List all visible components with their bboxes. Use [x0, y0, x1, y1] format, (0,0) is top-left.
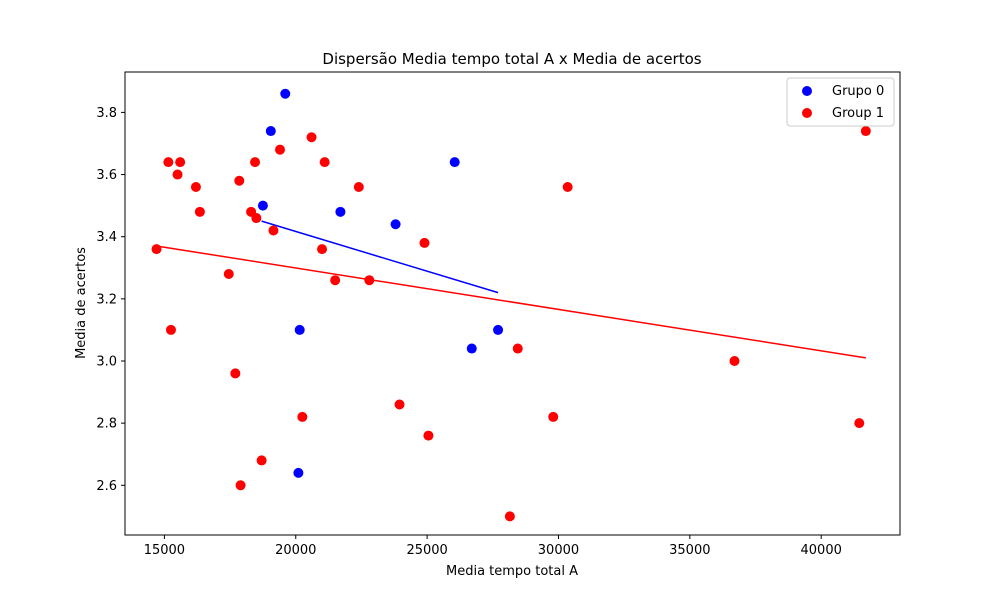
x-tick-label: 35000	[669, 543, 710, 558]
legend-label-group-1: Group 1	[832, 106, 884, 121]
data-point-group-1	[175, 157, 186, 168]
data-point-group-1	[297, 411, 308, 422]
data-point-grupo-0	[294, 324, 305, 335]
data-point-group-1	[562, 181, 573, 192]
y-axis-label: Media de acertos	[74, 247, 89, 359]
data-point-group-1	[230, 368, 241, 379]
data-point-grupo-0	[265, 126, 276, 137]
x-tick-label: 15000	[144, 543, 185, 558]
legend-marker-group-1	[802, 108, 812, 118]
x-tick-label: 20000	[275, 543, 316, 558]
data-point-grupo-0	[257, 200, 268, 211]
data-point-group-1	[151, 244, 162, 255]
legend-label-grupo-0: Grupo 0	[832, 84, 884, 99]
data-point-group-1	[172, 169, 183, 180]
data-point-group-1	[275, 144, 285, 155]
data-point-group-1	[163, 157, 174, 168]
data-point-group-1	[256, 455, 267, 466]
data-point-group-1	[854, 418, 865, 429]
data-point-group-1	[423, 430, 434, 441]
x-tick-label: 40000	[801, 543, 842, 558]
data-point-group-1	[419, 237, 430, 248]
data-point-group-1	[504, 511, 515, 522]
data-point-grupo-0	[466, 343, 477, 354]
y-tick-label: 3.6	[96, 168, 117, 183]
data-point-group-1	[364, 275, 375, 286]
data-point-group-1	[548, 411, 559, 422]
data-point-group-1	[317, 244, 328, 255]
data-point-group-1	[306, 132, 317, 143]
point-layer	[151, 88, 871, 522]
chart-title: Dispersão Media tempo total A x Media de…	[322, 50, 701, 68]
legend: Grupo 0 Group 1	[786, 77, 895, 127]
data-point-group-1	[512, 343, 523, 354]
data-point-group-1	[165, 324, 176, 335]
trendline-grupo-0	[261, 220, 499, 294]
data-point-grupo-0	[293, 467, 304, 478]
legend-box	[786, 77, 895, 127]
data-point-grupo-0	[449, 157, 460, 168]
y-tick-label: 3.8	[96, 106, 117, 121]
legend-marker-grupo-0	[802, 86, 812, 96]
data-point-group-1	[234, 175, 245, 186]
data-point-group-1	[319, 157, 330, 168]
y-tick-label: 2.6	[96, 479, 117, 494]
data-point-group-1	[729, 355, 740, 366]
data-point-group-1	[251, 213, 262, 224]
data-point-group-1	[268, 225, 279, 236]
data-point-group-1	[235, 480, 246, 491]
data-point-group-1	[394, 399, 405, 410]
data-point-grupo-0	[390, 219, 401, 230]
x-tick-label: 25000	[406, 543, 447, 558]
trendline-layer	[156, 220, 866, 359]
plot-frame	[124, 71, 901, 536]
data-point-group-1	[330, 275, 341, 286]
data-point-grupo-0	[335, 206, 346, 217]
x-tick-label: 30000	[538, 543, 579, 558]
data-point-grupo-0	[493, 324, 504, 335]
data-point-group-1	[190, 181, 201, 192]
y-tick-label: 3.2	[96, 292, 117, 307]
data-point-group-1	[194, 206, 205, 217]
y-axis-ticks: 2.6 2.8 3.0 3.2 3.4 3.6 3.8	[96, 106, 125, 494]
data-point-group-1	[250, 157, 261, 168]
y-tick-label: 3.0	[96, 354, 117, 369]
y-tick-label: 3.4	[96, 230, 117, 245]
data-point-group-1	[860, 126, 871, 137]
trendline-group-1	[156, 245, 866, 359]
x-axis-ticks: 15000 20000 25000 30000 35000 40000	[144, 535, 842, 558]
data-point-grupo-0	[280, 88, 291, 99]
y-tick-label: 2.8	[96, 417, 117, 432]
x-axis-label: Media tempo total A	[446, 564, 578, 579]
data-point-group-1	[353, 181, 364, 192]
data-point-group-1	[223, 268, 234, 279]
